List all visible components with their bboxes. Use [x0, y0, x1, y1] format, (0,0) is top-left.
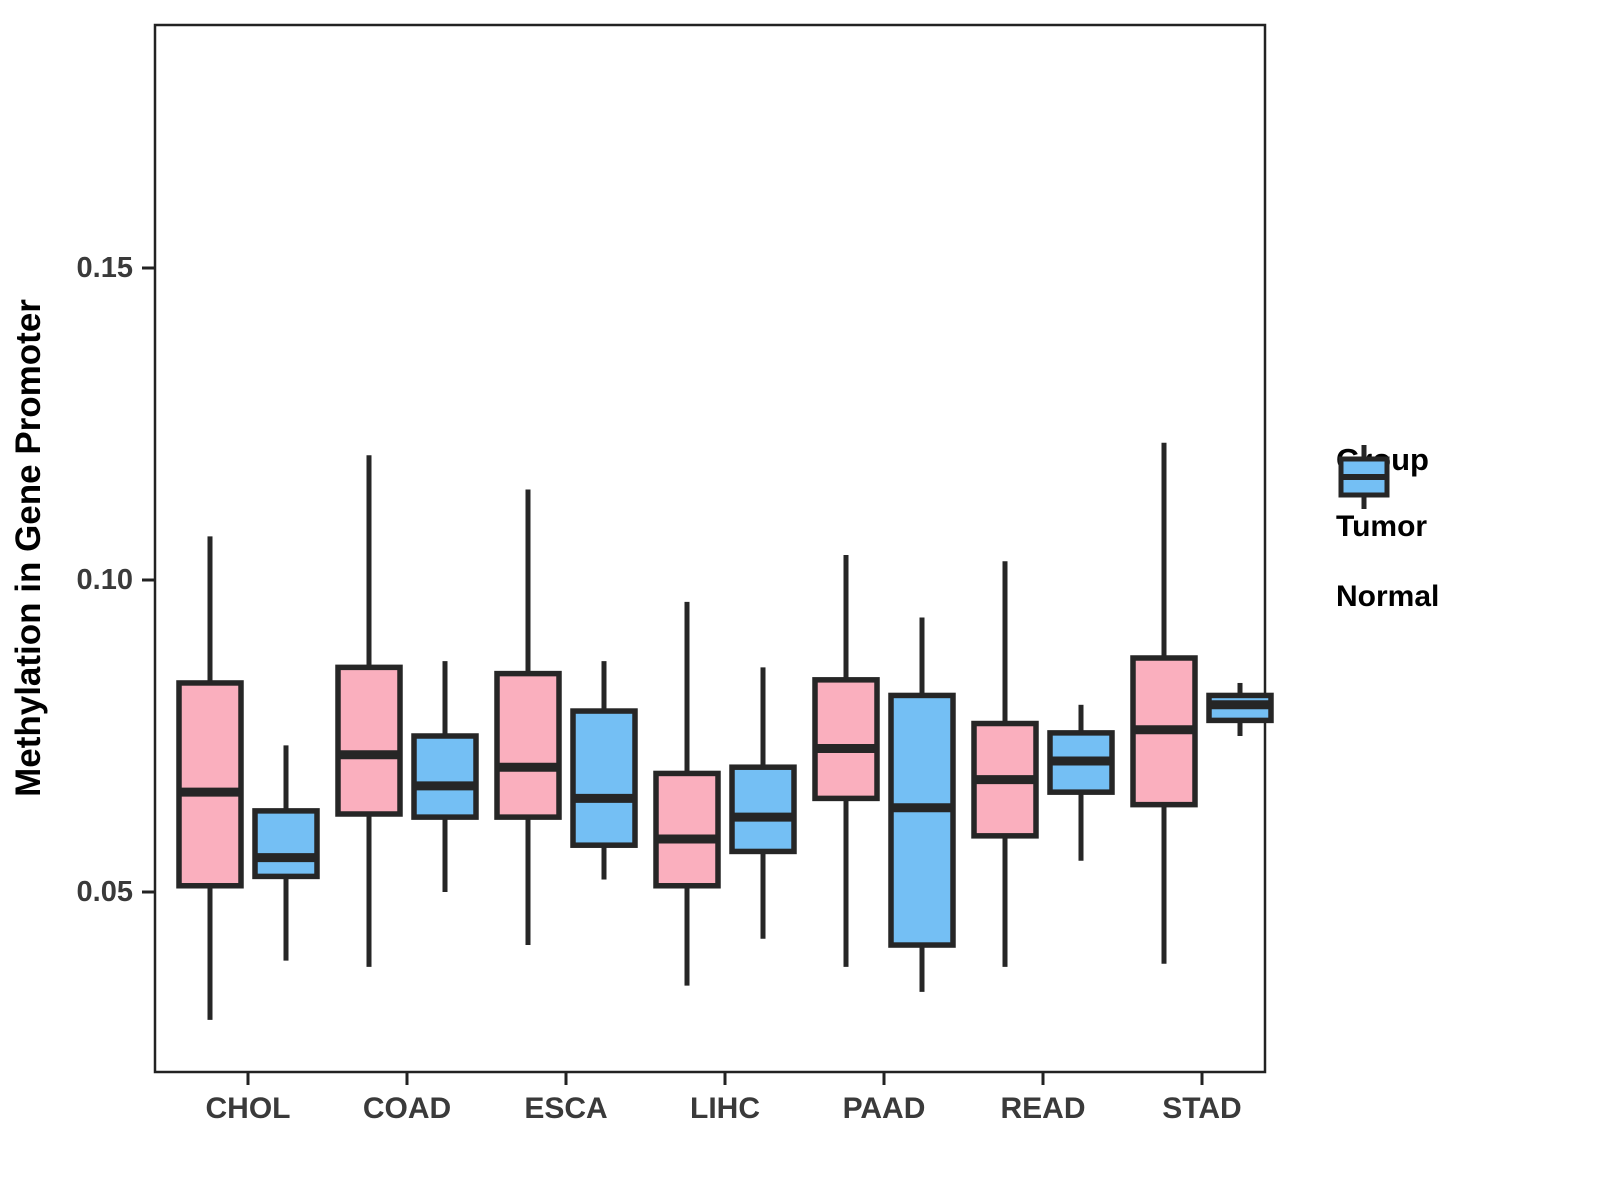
box-LIHC-Normal [729, 667, 797, 939]
iqr-box [570, 708, 638, 848]
iqr-box [176, 680, 244, 889]
iqr-box [729, 764, 797, 855]
iqr-box [653, 770, 721, 889]
iqr-box [494, 670, 562, 820]
box-COAD-Tumor [335, 455, 403, 967]
y-tick-label: 0.10 [77, 564, 133, 596]
x-tick-label-LIHC: LIHC [690, 1092, 760, 1125]
normal-boxplot-key-icon [1338, 445, 1390, 509]
panel-border [153, 23, 1267, 1074]
box-ESCA-Normal [570, 661, 638, 880]
box-READ-Normal [1047, 704, 1115, 861]
box-LIHC-Tumor [653, 601, 721, 986]
x-tick-label-COAD: COAD [363, 1092, 451, 1125]
x-tick-label-CHOL: CHOL [206, 1092, 291, 1125]
iqr-box [252, 808, 320, 880]
iqr-box [812, 677, 880, 802]
y-tick-label: 0.05 [77, 876, 133, 908]
box-STAD-Tumor [1130, 442, 1198, 964]
legend-label-normal: Normal [1336, 580, 1440, 613]
box-PAAD-Tumor [812, 555, 880, 967]
legend-label-tumor: Tumor [1336, 510, 1428, 543]
x-tick-label-PAAD: PAAD [843, 1092, 926, 1125]
x-tick-label-STAD: STAD [1162, 1092, 1241, 1125]
y-tick-label: 0.15 [77, 252, 133, 284]
legend: Group Tumor Normal [1336, 442, 1439, 632]
box-PAAD-Normal [888, 617, 956, 992]
box-STAD-Normal [1206, 682, 1274, 736]
y-axis-title: Methylation in Gene Promoter [9, 299, 48, 797]
legend-item-normal: Normal [1336, 445, 1440, 632]
box-ESCA-Tumor [494, 489, 562, 946]
x-tick-label-READ: READ [1000, 1092, 1085, 1125]
iqr-box [888, 692, 956, 948]
box-COAD-Normal [411, 661, 479, 892]
box-CHOL-Tumor [176, 536, 244, 1020]
box-CHOL-Normal [252, 745, 320, 961]
iqr-box [335, 664, 403, 817]
plot-area: 0.05 0.10 0.15 CHOL COAD ESCA LIHC PAAD READ STAD [77, 23, 1274, 1125]
x-tick-label-ESCA: ESCA [524, 1092, 607, 1125]
box-READ-Tumor [971, 561, 1039, 967]
iqr-box [411, 733, 479, 820]
